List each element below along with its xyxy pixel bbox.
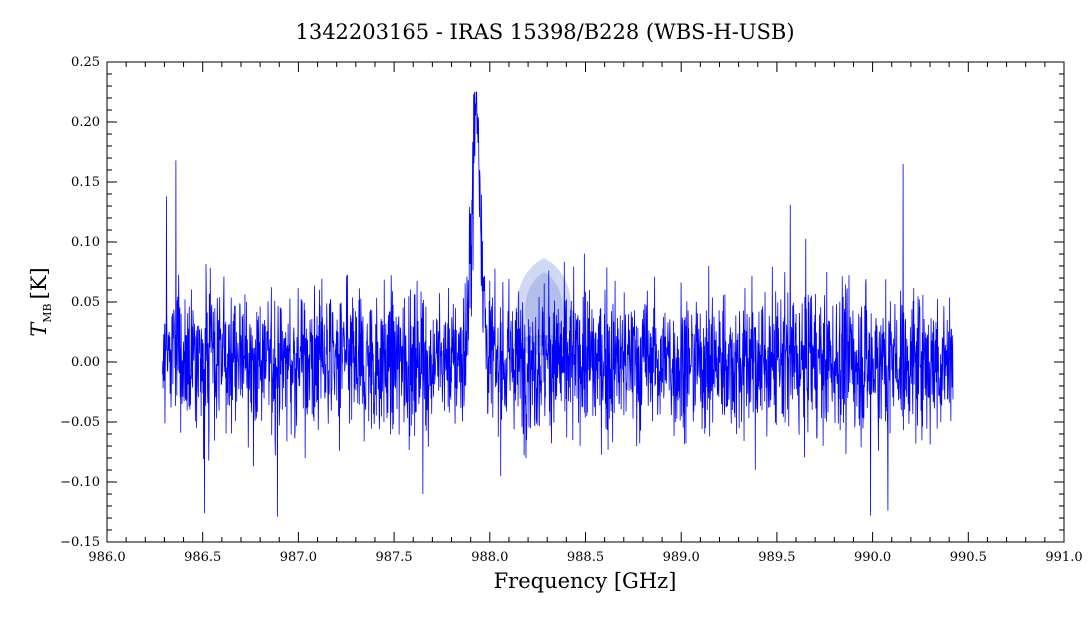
axis-ticks: 986.0 986.5 987.0 987.5 988.0 988.5 989.0 989.5… [60,55,1082,565]
x-tick-label: 986.0 [88,550,125,565]
x-tick-label: 989.5 [758,550,795,565]
spectrum-series [162,91,954,517]
y-tick-label: −0.05 [60,415,100,430]
x-tick-label: 987.0 [280,550,317,565]
spectrum-line [162,91,954,517]
y-tick-label: 0.05 [71,295,100,310]
plot-frame [106,61,1065,543]
x-tick-label: 988.0 [471,550,508,565]
x-tick-label: 987.5 [375,550,412,565]
x-tick-label: 986.5 [184,550,221,565]
y-axis-unit: [K] [27,267,51,299]
x-tick-label: 988.5 [567,550,604,565]
x-tick-label: 990.5 [950,550,987,565]
y-tick-label: 0.10 [71,235,100,250]
chart-title: 1342203165 - IRAS 15398/B228 (WBS-H-USB) [295,20,794,44]
y-tick-label: 0.15 [71,175,100,190]
y-axis-label: TMB [K] [27,267,54,336]
x-tick-label: 990.0 [854,550,891,565]
y-tick-label: 0.25 [71,55,100,70]
y-tick-label: −0.15 [60,535,100,550]
x-axis-label: Frequency [GHz] [494,569,677,593]
y-tick-label: 0.00 [71,355,100,370]
y-axis-symbol: T [27,321,51,337]
x-tick-label: 991.0 [1045,550,1082,565]
y-tick-label: 0.20 [71,115,100,130]
svg-text:TMB[K]: TMB [K] [27,267,54,336]
y-tick-label: −0.10 [60,475,100,490]
x-tick-label: 989.0 [663,550,700,565]
y-axis-subscript: MB [41,303,54,322]
